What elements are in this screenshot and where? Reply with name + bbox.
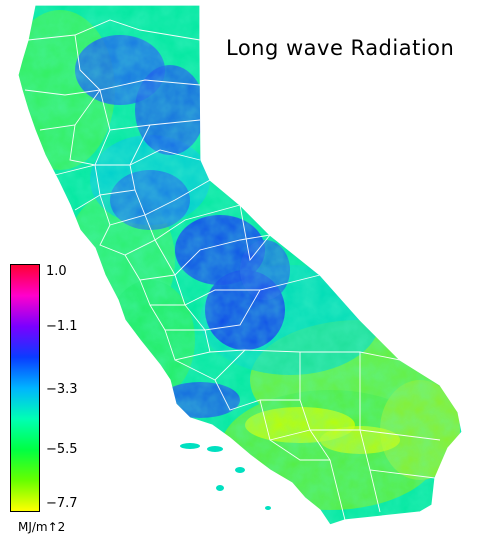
state-outline [17,4,463,526]
colorbar-units: MJ/m↑2 [18,520,66,534]
colorbar-tick: −3.3 [46,382,78,397]
colorbar-tick-min: −7.7 [46,496,78,511]
map-title: Long wave Radiation [226,36,455,60]
county-boundaries [24,19,441,521]
colorbar-tick: −1.1 [46,319,78,334]
colorbar-tick-max: 1.0 [46,264,67,279]
colorbar-tick: −5.5 [46,442,78,457]
colorbar [10,264,40,512]
channel-islands [180,443,271,510]
